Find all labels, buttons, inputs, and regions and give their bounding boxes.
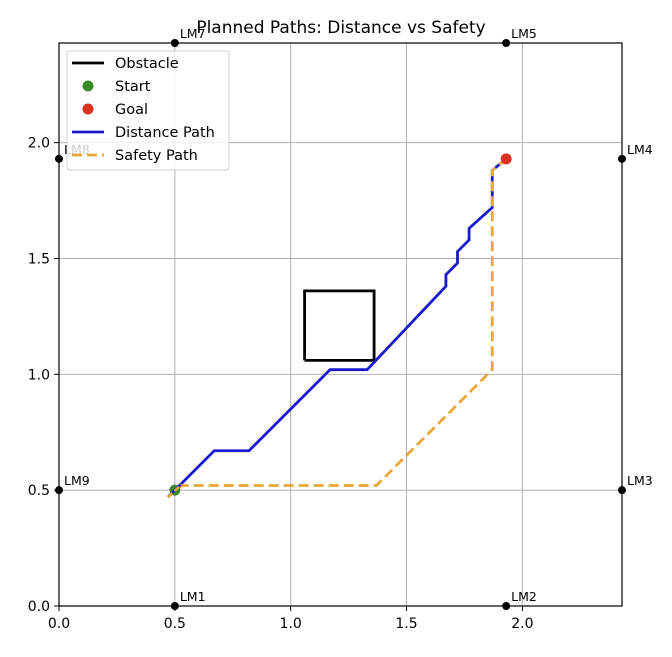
axes-frame — [58, 42, 623, 607]
x-tick-label: 1.0 — [280, 616, 302, 632]
landmark-marker — [618, 154, 626, 163]
x-tick-label: 2.0 — [511, 616, 533, 632]
legend-marker — [82, 80, 94, 92]
landmark-label: LM7 — [180, 26, 206, 41]
landmark-label: LM9 — [64, 473, 90, 488]
safety-path — [166, 157, 508, 499]
obstacle — [303, 289, 376, 362]
landmark-marker — [55, 154, 63, 163]
y-tick-label: 0.0 — [28, 599, 50, 615]
landmark-marker — [170, 602, 179, 610]
landmark-label: LM1 — [180, 589, 206, 604]
legend-label: Distance Path — [115, 125, 215, 141]
y-tick-label: 1.5 — [28, 251, 50, 267]
distance-path — [166, 157, 508, 499]
landmark-marker — [55, 486, 63, 495]
goal-marker — [500, 153, 512, 165]
x-tick-label: 0.5 — [164, 616, 186, 632]
landmark-label: LM3 — [627, 473, 653, 488]
legend-box — [66, 50, 230, 171]
legend-marker — [82, 103, 94, 115]
safety-path-start-segment — [167, 483, 183, 499]
axis-ticks: 0.0 0.5 1.0 1.5 2.0 0.0 0.5 1.0 1.5 2.0 — [28, 136, 534, 632]
y-tick-label: 2.0 — [28, 136, 50, 152]
y-tick-label: 0.5 — [28, 483, 50, 499]
legend-label: Obstacle — [115, 56, 179, 72]
legend-label: Goal — [115, 102, 148, 118]
x-tick-label: 0.0 — [48, 616, 70, 632]
plot-area — [166, 153, 512, 499]
chart-title: Planned Paths: Distance vs Safety — [196, 18, 485, 38]
y-tick-label: 1.0 — [28, 367, 50, 383]
x-tick-label: 1.5 — [395, 616, 417, 632]
landmark-marker — [502, 602, 511, 610]
legend-label: Start — [115, 79, 151, 95]
landmark-label: LM4 — [627, 142, 653, 157]
legend: Obstacle Start Goal Distance Path Safety Pat… — [66, 50, 230, 171]
landmark-marker — [502, 39, 511, 47]
landmark-marker — [618, 486, 626, 495]
legend-label: Safety Path — [115, 148, 198, 164]
landmark-marker — [170, 39, 179, 47]
landmark-label: LM2 — [511, 589, 537, 604]
landmark-label: LM5 — [511, 26, 537, 41]
